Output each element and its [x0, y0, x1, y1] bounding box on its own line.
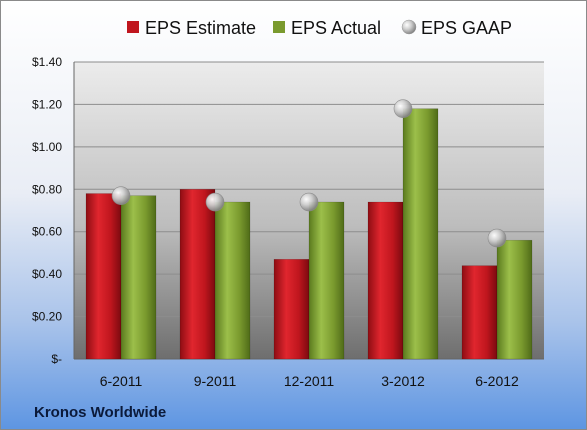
x-tick-label: 12-2011	[284, 373, 335, 389]
bars	[85, 108, 533, 360]
actual-bar	[214, 201, 251, 360]
y-tick-label: $1.40	[32, 55, 62, 69]
y-tick-label: $-	[51, 352, 62, 366]
actual-bar	[496, 239, 533, 360]
actual-bar	[402, 108, 439, 360]
legend-gaap-swatch	[401, 19, 417, 35]
x-tick-label: 3-2012	[381, 373, 425, 389]
x-tick-label: 9-2011	[194, 373, 237, 389]
y-tick-label: $0.80	[32, 182, 62, 196]
y-tick-label: $1.20	[32, 97, 62, 111]
legend-estimate-swatch	[127, 21, 139, 33]
estimate-bar	[367, 201, 404, 360]
gaap-marker	[487, 228, 507, 248]
estimate-bar	[85, 193, 122, 360]
gaap-marker	[393, 99, 413, 118]
legend-actual-label: EPS Actual	[291, 18, 381, 38]
estimate-bar	[461, 265, 498, 360]
gaap-marker	[205, 192, 225, 212]
actual-bar	[308, 201, 345, 360]
x-axis: 6-2011 9-2011 12-2011 3-2012 6-2012	[100, 373, 519, 389]
y-tick-label: $1.00	[32, 140, 62, 154]
x-tick-label: 6-2012	[475, 373, 519, 389]
actual-bar	[120, 195, 157, 360]
gaap-marker	[299, 192, 319, 212]
legend-gaap-label: EPS GAAP	[421, 18, 512, 38]
legend: EPS Estimate EPS Actual EPS GAAP	[127, 18, 512, 38]
estimate-bar	[179, 189, 216, 360]
gaap-markers	[111, 99, 507, 248]
legend-estimate-label: EPS Estimate	[145, 18, 256, 38]
y-tick-label: $0.60	[32, 225, 62, 239]
x-tick-label: 6-2011	[100, 373, 143, 389]
y-tick-label: $0.40	[32, 267, 62, 281]
y-tick-label: $0.20	[32, 310, 62, 324]
legend-actual-swatch	[273, 21, 285, 33]
estimate-bar	[273, 259, 310, 360]
gaap-marker	[111, 186, 131, 205]
company-name: Kronos Worldwide	[34, 404, 166, 421]
